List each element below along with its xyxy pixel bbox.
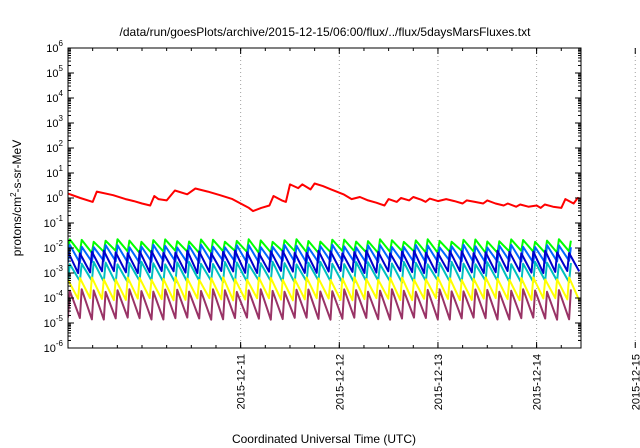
series-line-6 — [68, 276, 581, 302]
series-group — [68, 182, 581, 321]
x-tick-label: 2015-12-11 — [236, 354, 248, 409]
y-tick-label: 104 — [46, 89, 63, 105]
x-axis: 2015-12-11 2015-12-12 2015-12-13 2015-12-14… — [92, 48, 640, 410]
y-tick-label: 101 — [46, 164, 63, 180]
y-tick-label: 10-2 — [44, 239, 64, 255]
series-line-4 — [68, 249, 581, 275]
x-axis-label: Coordinated Universal Time (UTC) — [232, 432, 416, 446]
series-line-1 — [68, 182, 581, 213]
y-tick-label: 106 — [46, 39, 63, 55]
series-line-5 — [68, 260, 572, 284]
y-tick-label: 102 — [46, 139, 63, 155]
y-tick-label: 10-4 — [44, 289, 64, 305]
chart-title: /data/run/goesPlots/archive/2015-12-15/0… — [120, 25, 532, 39]
y-tick-label: 10-1 — [44, 214, 64, 230]
x-tick-label: 2015-12-13 — [433, 354, 445, 410]
y-tick-label: 10-3 — [44, 264, 64, 280]
y-axis: 10-6 10-5 10-4 10-3 10-2 10-1 100 101 102 103 104 1… — [44, 39, 581, 355]
y-tick-label: 103 — [46, 114, 63, 130]
y-tick-label: 10-6 — [44, 339, 64, 355]
y-tick-label: 100 — [46, 189, 63, 205]
y-tick-label: 10-5 — [44, 314, 64, 330]
y-axis-label: protons/cm2-s-sr-MeV — [9, 140, 24, 256]
x-tick-label: 2015-12-14 — [532, 354, 544, 410]
series-line-7 — [68, 288, 572, 321]
x-tick-label: 2015-12-12 — [334, 354, 346, 410]
y-tick-label: 105 — [46, 64, 63, 80]
x-tick-label: 2015-12-15 — [630, 354, 640, 410]
